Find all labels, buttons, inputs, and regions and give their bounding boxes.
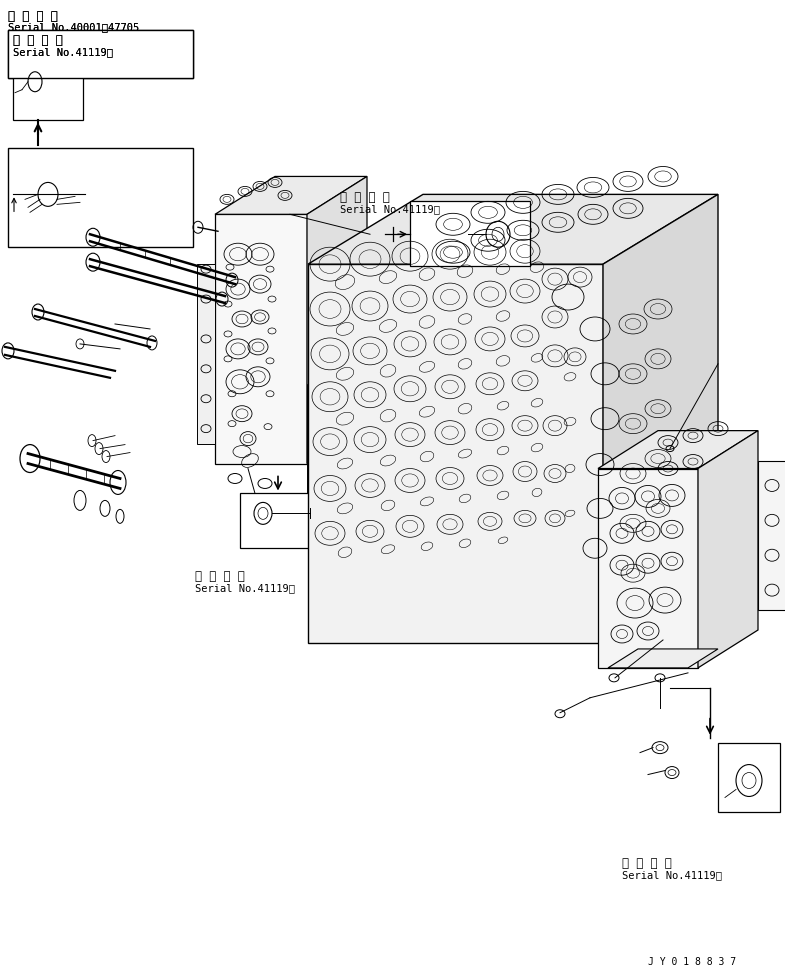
Text: 適 用 号 機: 適 用 号 機 — [13, 34, 63, 47]
Polygon shape — [758, 460, 785, 610]
Polygon shape — [307, 384, 332, 493]
Polygon shape — [197, 265, 215, 444]
Bar — [13, 60, 83, 119]
Text: Serial No.40001～47705: Serial No.40001～47705 — [8, 22, 139, 32]
Text: Serial No.40001～47705: Serial No.40001～47705 — [8, 22, 139, 32]
Text: Serial No.41119～: Serial No.41119～ — [622, 870, 722, 880]
Text: J Y 0 1 8 8 3 7: J Y 0 1 8 8 3 7 — [648, 957, 736, 967]
Polygon shape — [308, 195, 718, 265]
Polygon shape — [608, 649, 718, 668]
Polygon shape — [603, 195, 718, 643]
Polygon shape — [308, 265, 603, 643]
Polygon shape — [598, 430, 758, 468]
Bar — [8, 147, 193, 247]
Polygon shape — [698, 430, 758, 668]
Text: 適 用 号 機: 適 用 号 機 — [195, 570, 245, 583]
Bar — [8, 30, 193, 78]
Text: Serial No.41119～: Serial No.41119～ — [340, 204, 440, 214]
Text: Serial No.41119～: Serial No.41119～ — [13, 47, 113, 57]
Polygon shape — [307, 176, 367, 463]
Text: 適 用 号 機: 適 用 号 機 — [622, 858, 672, 870]
Text: 適 用 号 機: 適 用 号 機 — [13, 34, 63, 47]
Polygon shape — [215, 214, 307, 463]
Polygon shape — [215, 176, 367, 214]
Bar — [718, 742, 780, 812]
Text: Serial No.41119～: Serial No.41119～ — [13, 47, 113, 57]
Bar — [410, 202, 530, 266]
Bar — [8, 30, 193, 78]
Bar — [240, 493, 328, 548]
Text: 適 用 号 機: 適 用 号 機 — [8, 10, 58, 23]
Polygon shape — [598, 468, 698, 668]
Text: Serial No.41119～: Serial No.41119～ — [195, 583, 295, 593]
Text: 適 用 号 機: 適 用 号 機 — [8, 10, 58, 23]
Text: 適 用 号 機: 適 用 号 機 — [340, 192, 390, 204]
